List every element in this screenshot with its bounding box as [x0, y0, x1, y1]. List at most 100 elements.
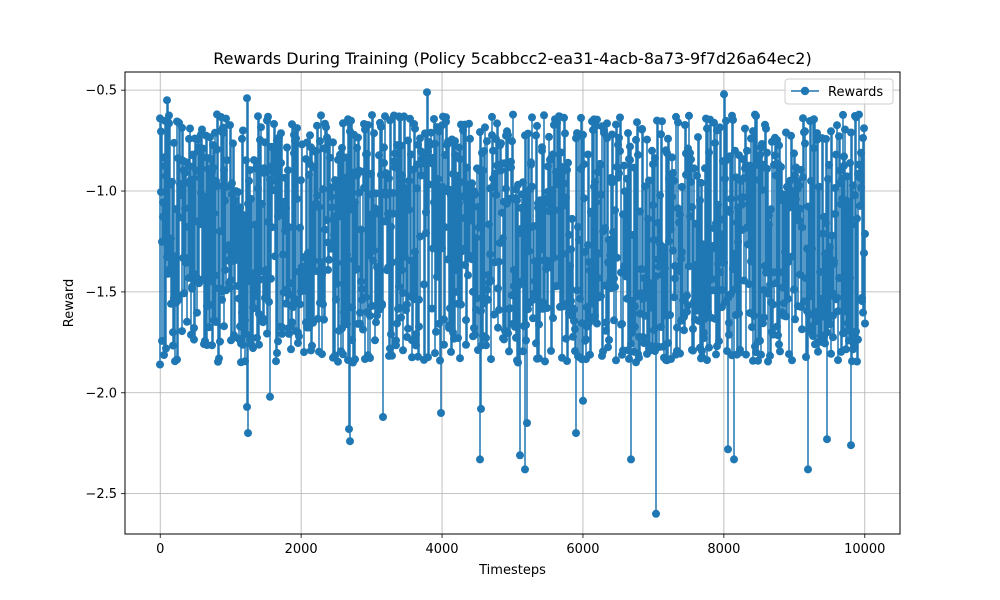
data-point: [322, 145, 330, 153]
data-point: [731, 285, 739, 294]
data-point: [826, 243, 834, 252]
data-point: [764, 289, 772, 298]
data-point: [169, 328, 177, 337]
data-point: [717, 230, 725, 239]
y-tick-label: −2.5: [85, 487, 117, 502]
data-point: [682, 170, 690, 179]
y-tick-label: −1.5: [85, 285, 117, 300]
data-point: [157, 127, 165, 136]
data-point: [596, 159, 604, 168]
data-point: [350, 255, 358, 264]
data-point: [312, 146, 320, 155]
data-point: [261, 138, 269, 147]
data-point: [340, 190, 348, 198]
data-point: [533, 121, 541, 130]
data-point: [264, 112, 272, 121]
data-point: [611, 282, 619, 291]
data-point: [763, 148, 771, 157]
data-point: [285, 329, 293, 338]
data-point: [847, 441, 855, 450]
data-point: [366, 354, 374, 362]
data-point: [605, 336, 613, 344]
data-point: [844, 319, 852, 328]
data-point: [667, 225, 675, 234]
data-point: [488, 112, 496, 121]
data-point: [517, 224, 525, 233]
data-point: [604, 258, 612, 267]
data-point: [405, 205, 413, 214]
data-point: [767, 205, 775, 214]
data-point: [840, 152, 848, 161]
data-point: [539, 298, 547, 307]
data-point: [173, 355, 181, 364]
data-point: [435, 127, 443, 136]
data-point: [214, 182, 222, 191]
data-point: [815, 182, 823, 191]
data-point: [271, 252, 279, 261]
data-point: [730, 249, 738, 258]
data-point: [857, 148, 865, 157]
data-point: [694, 133, 702, 142]
data-point: [483, 285, 491, 294]
data-point: [807, 176, 815, 185]
data-point: [821, 249, 829, 258]
data-point: [603, 119, 611, 128]
data-point: [661, 264, 669, 273]
data-point: [476, 455, 484, 464]
data-point: [638, 125, 646, 133]
data-point: [671, 274, 679, 283]
data-point: [543, 256, 551, 265]
data-point: [720, 90, 728, 99]
data-point: [566, 283, 574, 292]
data-point: [813, 129, 821, 138]
data-point: [185, 273, 193, 282]
data-point: [594, 273, 602, 282]
data-point: [524, 129, 532, 138]
data-point: [251, 292, 259, 301]
data-point: [798, 325, 806, 334]
data-point: [245, 176, 253, 185]
data-point: [709, 242, 717, 250]
data-point: [210, 209, 218, 218]
data-point: [441, 151, 449, 159]
data-point: [414, 352, 422, 361]
data-point: [270, 120, 278, 128]
data-point: [846, 159, 854, 168]
data-point: [321, 225, 329, 234]
data-point: [683, 307, 691, 316]
data-point: [756, 150, 764, 159]
data-point: [262, 265, 270, 274]
data-point: [823, 435, 831, 444]
data-point: [412, 330, 420, 339]
data-point: [620, 161, 628, 170]
data-point: [798, 223, 806, 232]
data-point: [447, 192, 455, 200]
data-point: [729, 115, 737, 124]
data-point: [428, 304, 436, 313]
data-point: [254, 184, 262, 193]
data-point: [422, 229, 430, 237]
data-point: [734, 237, 742, 246]
data-point: [474, 202, 482, 211]
data-point: [278, 323, 286, 332]
data-point: [395, 282, 403, 291]
data-point: [580, 194, 588, 203]
data-point: [348, 303, 356, 312]
data-point: [168, 177, 176, 186]
data-point: [430, 198, 438, 207]
data-point: [394, 257, 402, 266]
data-point: [449, 328, 457, 337]
data-point: [514, 358, 522, 367]
data-point: [190, 335, 198, 344]
data-point: [535, 354, 543, 363]
data-point: [787, 131, 795, 140]
data-point: [582, 335, 590, 344]
data-point: [776, 347, 784, 356]
data-point: [341, 173, 349, 182]
data-point: [477, 307, 485, 315]
data-point: [277, 159, 285, 167]
data-point: [162, 172, 170, 181]
data-point: [773, 322, 781, 331]
data-point: [606, 251, 614, 260]
data-point: [317, 258, 325, 267]
